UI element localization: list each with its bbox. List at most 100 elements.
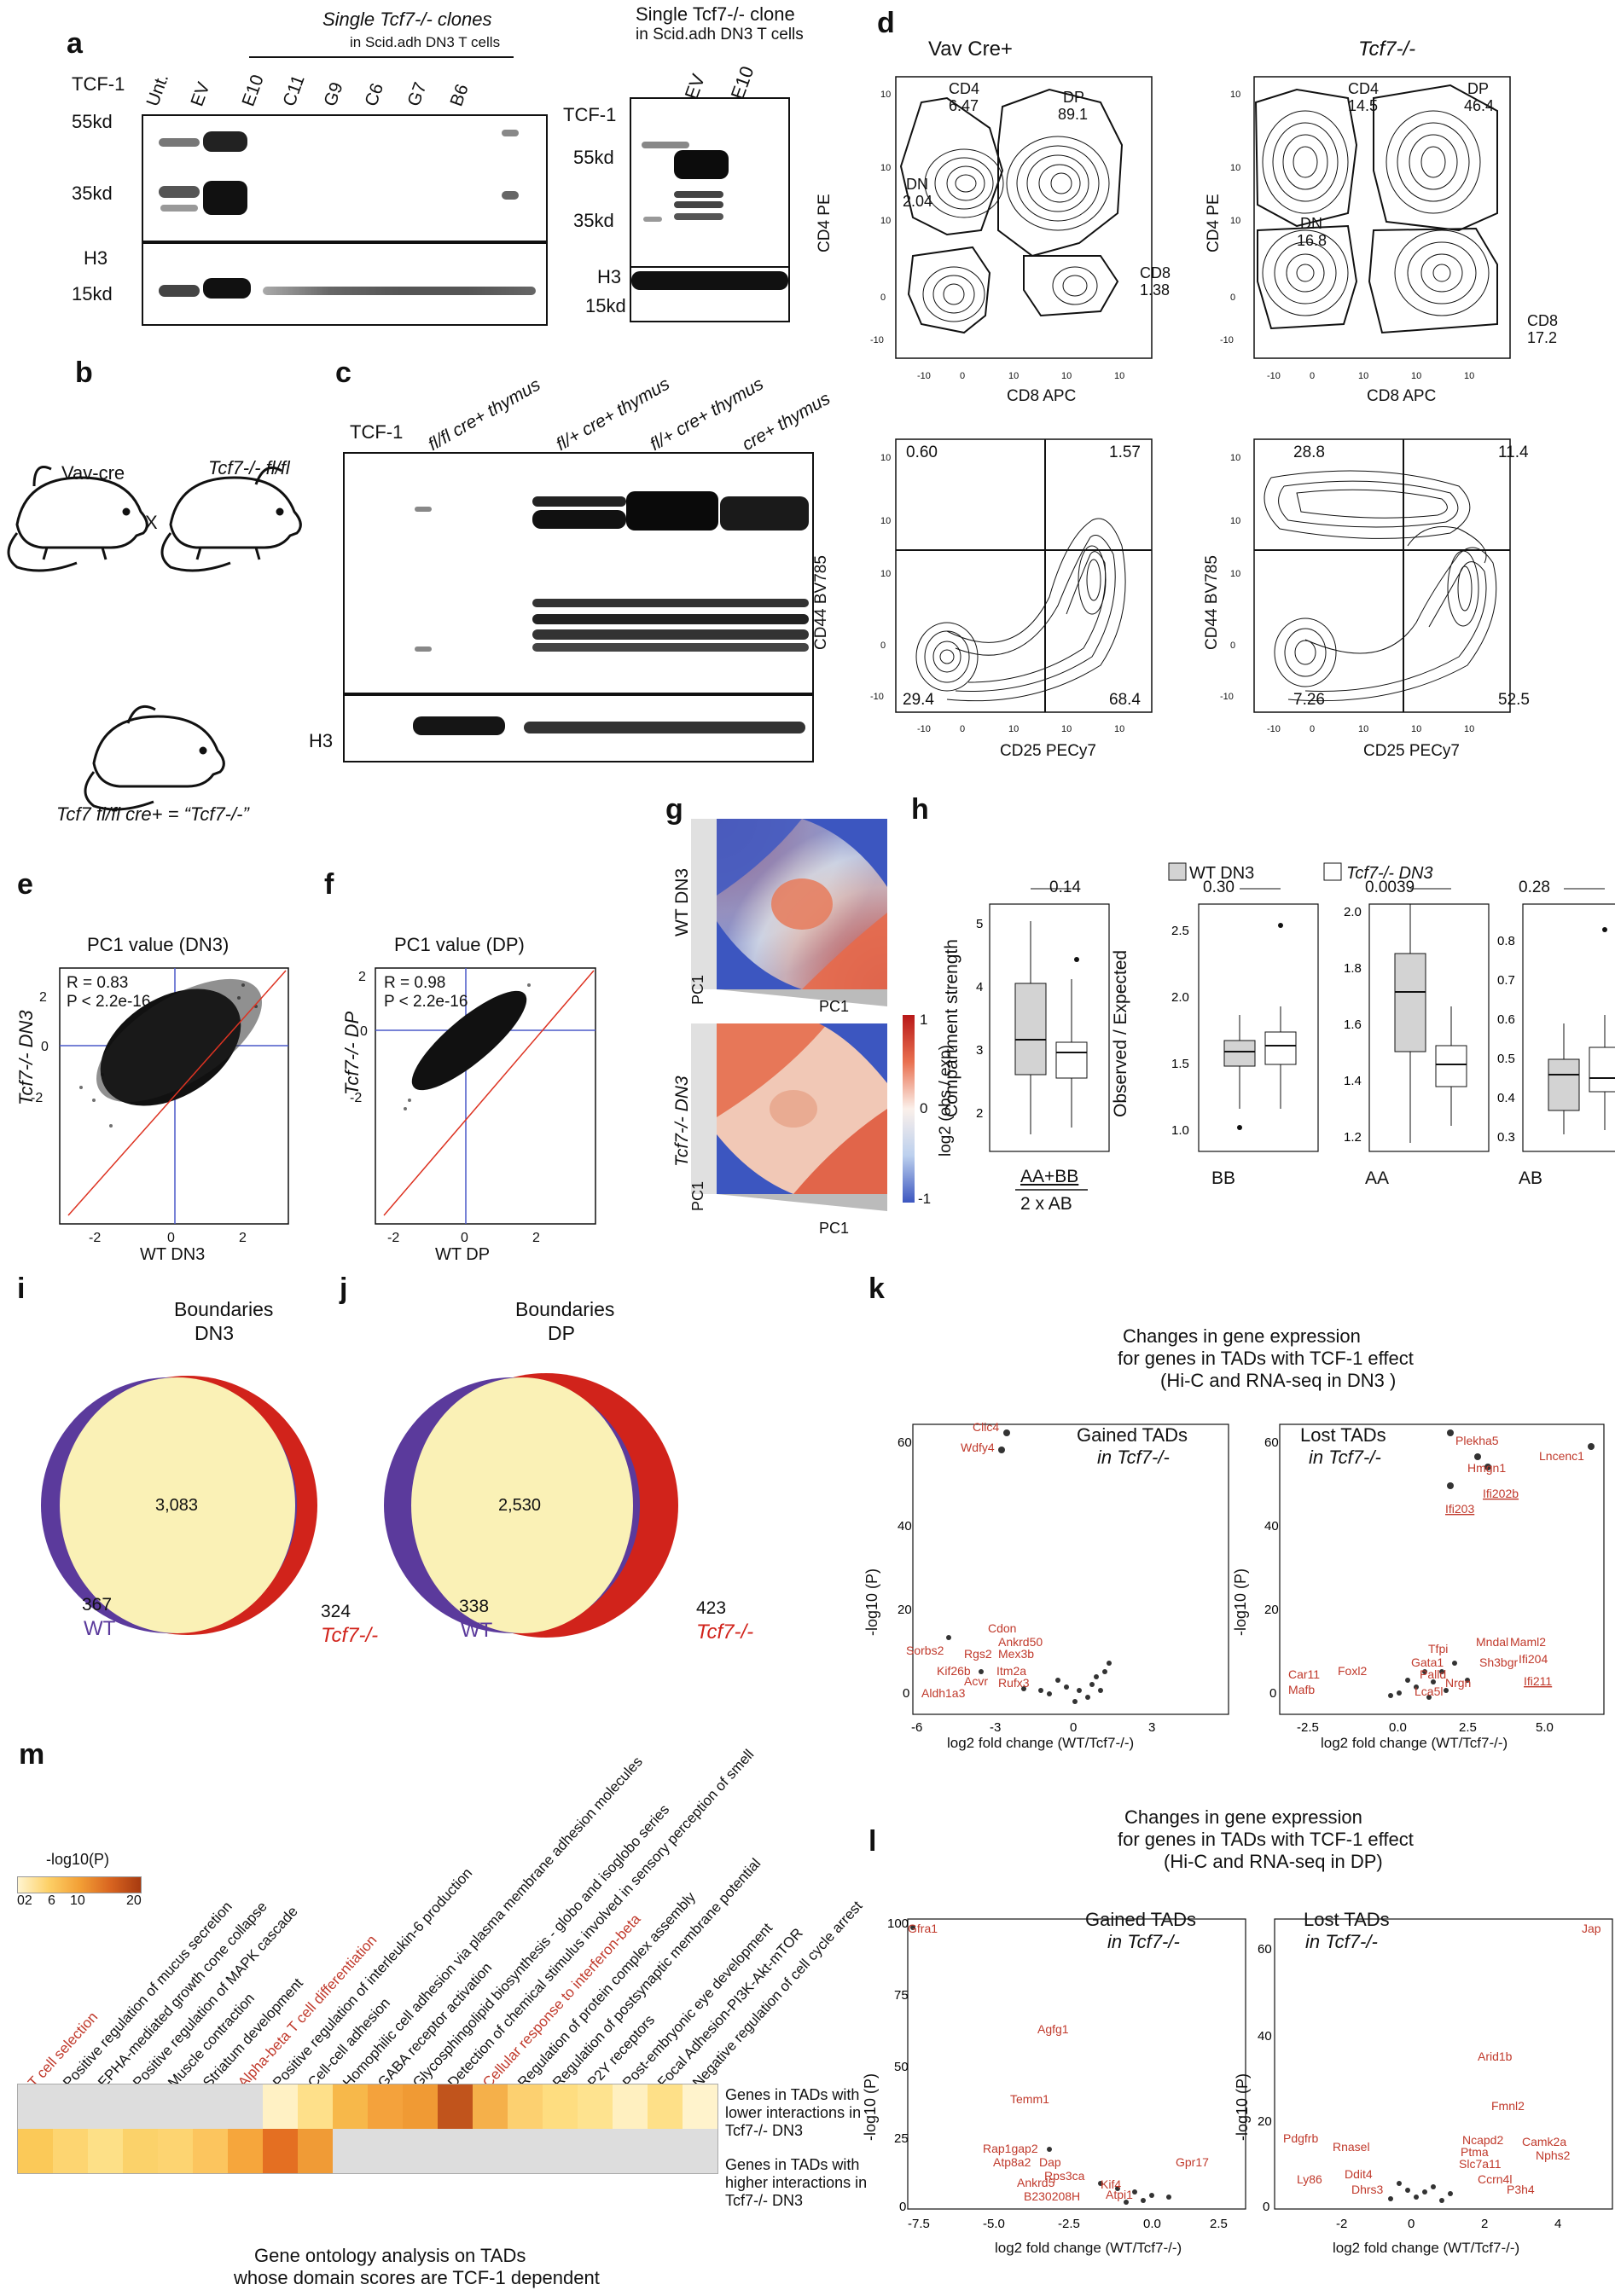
svg-text:Rgs2: Rgs2 (964, 1647, 992, 1661)
d-tr-cd8v: 17.2 (1527, 329, 1558, 346)
svg-text:20: 20 (1264, 1603, 1279, 1617)
svg-text:Ifi202b: Ifi202b (1483, 1487, 1519, 1500)
h-legend-wt-swatch (1168, 862, 1187, 881)
svg-text:Kif4: Kif4 (1101, 2177, 1121, 2191)
h-ylab-1: Compartment strength (942, 939, 961, 1117)
l-left-sub: in Tcf7-/- (1107, 1931, 1180, 1952)
m-cell-r1-6 (228, 2084, 263, 2129)
svg-text:0: 0 (960, 371, 965, 381)
d-xlab-bot-2: CD25 PECy7 (1363, 742, 1460, 760)
m-cell-r2-19 (683, 2129, 717, 2173)
svg-text:10: 10 (1358, 724, 1368, 734)
k-ylab-2: -log10 (P) (1232, 1568, 1249, 1636)
svg-text:2.5: 2.5 (1459, 1720, 1477, 1735)
svg-text:0: 0 (167, 1231, 175, 1245)
svg-text:10: 10 (880, 163, 891, 173)
d-ylab-bot-2: CD44 BV785 (1203, 555, 1221, 650)
k-title2: for genes in TADs with TCF-1 effect (1118, 1348, 1414, 1369)
g-bot-label: Tcf7-/- DN3 (672, 1076, 692, 1167)
svg-text:P3h4: P3h4 (1507, 2183, 1535, 2196)
a-lane-0: Unt. (142, 71, 173, 109)
l-title3: (Hi-C and RNA-seq in DP) (1164, 1851, 1383, 1872)
svg-text:100: 100 (887, 1916, 909, 1931)
d-bl-q4: 68.4 (1109, 691, 1141, 709)
svg-text:Ddit4: Ddit4 (1345, 2167, 1373, 2181)
f-title: PC1 value (DP) (394, 934, 525, 955)
h-box-3-wt (1394, 953, 1426, 1052)
m-row1-label: Genes in TADs with lower interactions in… (725, 2086, 862, 2139)
svg-text:Mndal: Mndal (1476, 1635, 1508, 1649)
d-tr-dn: DN (1300, 215, 1322, 232)
e-ylab: Tcf7-/- DN3 (15, 1010, 37, 1105)
a-tcf1-label: TCF-1 (72, 73, 125, 95)
svg-text:10: 10 (1230, 90, 1240, 100)
svg-text:0: 0 (1230, 293, 1235, 303)
panel-label-c: c (335, 357, 351, 389)
m-row2-label: Genes in TADs with higher interactions i… (725, 2156, 868, 2209)
svg-text:Cdon: Cdon (988, 1621, 1016, 1635)
m-cell-r2-4 (158, 2129, 193, 2173)
j-wt-label: WT (461, 1619, 493, 1642)
svg-text:Mex3b: Mex3b (998, 1647, 1034, 1661)
l-ylab-2: -log10 (P) (1234, 2073, 1251, 2141)
a-lane-5: C6 (361, 80, 388, 109)
f-ylab: Tcf7-/- DP (341, 1011, 363, 1095)
svg-text:10: 10 (880, 90, 891, 100)
m-cell-r1-1 (53, 2084, 88, 2129)
svg-text:25: 25 (894, 2131, 909, 2146)
svg-text:-10: -10 (1220, 335, 1234, 345)
svg-text:0.0: 0.0 (1143, 2217, 1161, 2231)
svg-text:0: 0 (461, 1231, 468, 1245)
svg-text:-2.5: -2.5 (1058, 2217, 1080, 2231)
svg-text:Ankrd5: Ankrd5 (1017, 2176, 1055, 2189)
svg-text:Wdfy4: Wdfy4 (961, 1441, 995, 1454)
l-xlab-1: log2 fold change (WT/Tcf7-/-) (995, 2240, 1182, 2256)
svg-text:Hmgn1: Hmgn1 (1467, 1461, 1506, 1475)
h-p-1: 0.14 (1049, 878, 1081, 896)
svg-text:0: 0 (880, 293, 886, 303)
g-cbar-neg1: -1 (918, 1191, 932, 1207)
d-plot-topleft (895, 76, 1153, 359)
svg-text:Camk2a: Camk2a (1522, 2135, 1566, 2148)
l-right-title: Lost TADs (1304, 1909, 1390, 1930)
svg-text:Agfg1: Agfg1 (1037, 2022, 1069, 2036)
svg-text:60: 60 (1264, 1435, 1279, 1450)
m-cell-r2-18 (648, 2129, 683, 2173)
h-box-3-ko (1435, 1045, 1467, 1087)
svg-text:Maml2: Maml2 (1510, 1635, 1546, 1649)
svg-text:1.2: 1.2 (1344, 1130, 1362, 1145)
svg-text:Fmnl2: Fmnl2 (1491, 2099, 1525, 2113)
svg-text:1.4: 1.4 (1344, 1074, 1362, 1088)
panel-d-flow: 10 10 10 0 -10 -10 0 10 10 10 10 10 10 0 -10 -10 0 10 1… (870, 76, 1511, 734)
h-plot-1: 2 3 4 5 (976, 888, 1110, 1152)
svg-text:-7.5: -7.5 (908, 2217, 930, 2231)
m-cell-r1-14 (508, 2084, 543, 2129)
svg-text:Nphs2: Nphs2 (1536, 2148, 1571, 2162)
h-box-1-wt (1014, 983, 1047, 1076)
d-title-1: Vav Cre+ (928, 38, 1013, 61)
d-tr-dnv: 16.8 (1297, 232, 1327, 249)
svg-text:10: 10 (1230, 216, 1240, 226)
f-p: P < 2.2e-16 (384, 993, 468, 1011)
svg-text:5.0: 5.0 (1536, 1720, 1554, 1735)
a2-mw-35: 35kd (573, 210, 614, 231)
svg-text:3: 3 (976, 1043, 983, 1058)
m-cell-r2-11 (403, 2129, 438, 2173)
h-xlab-1b: 2 x AB (1020, 1194, 1072, 1214)
svg-text:10: 10 (1061, 724, 1072, 734)
l-xlab-2: log2 fold change (WT/Tcf7-/-) (1333, 2240, 1520, 2256)
svg-text:0.3: 0.3 (1497, 1130, 1515, 1145)
panel-label-l: l (868, 1825, 877, 1858)
panel-label-h: h (911, 793, 929, 826)
d-tl-cd8: CD8 (1140, 264, 1171, 281)
e-p: P < 2.2e-16 (67, 993, 151, 1011)
svg-text:0: 0 (1310, 724, 1315, 734)
m-caption: Gene ontology analysis on TADs (254, 2245, 526, 2266)
svg-text:2: 2 (239, 1231, 247, 1245)
m-heatmap-row1 (18, 2084, 717, 2129)
svg-text:-10: -10 (1267, 371, 1281, 381)
svg-text:Arid1b: Arid1b (1478, 2050, 1513, 2063)
svg-text:10: 10 (880, 453, 891, 463)
